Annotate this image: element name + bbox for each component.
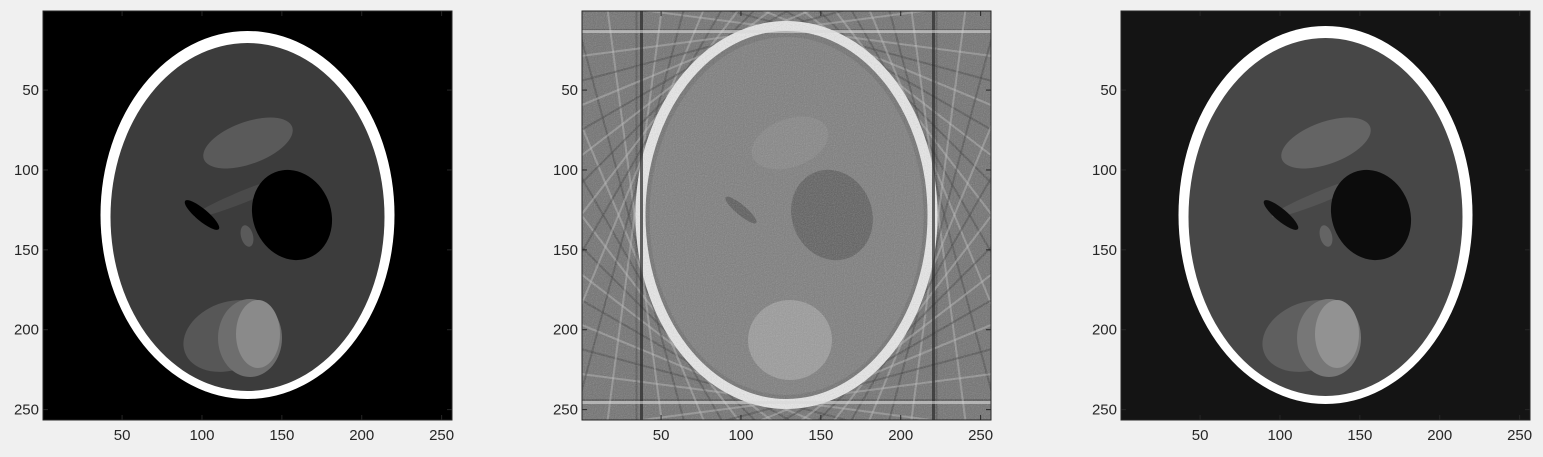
panel-3-lower-ellipse-c: [1315, 300, 1359, 368]
y-tick-label: 200: [1092, 322, 1117, 339]
x-tick-label: 250: [1507, 427, 1532, 444]
y-tick-label: 50: [1100, 82, 1117, 99]
x-tick-label: 150: [1347, 427, 1372, 444]
y-tick-label: 100: [1092, 162, 1117, 179]
y-tick-label: 250: [1092, 402, 1117, 419]
x-tick-label: 50: [1192, 427, 1209, 444]
panel-3-image: [1121, 11, 1530, 420]
x-tick-label: 100: [1267, 427, 1292, 444]
x-tick-label: 200: [1427, 427, 1452, 444]
y-tick-label: 150: [1092, 242, 1117, 259]
